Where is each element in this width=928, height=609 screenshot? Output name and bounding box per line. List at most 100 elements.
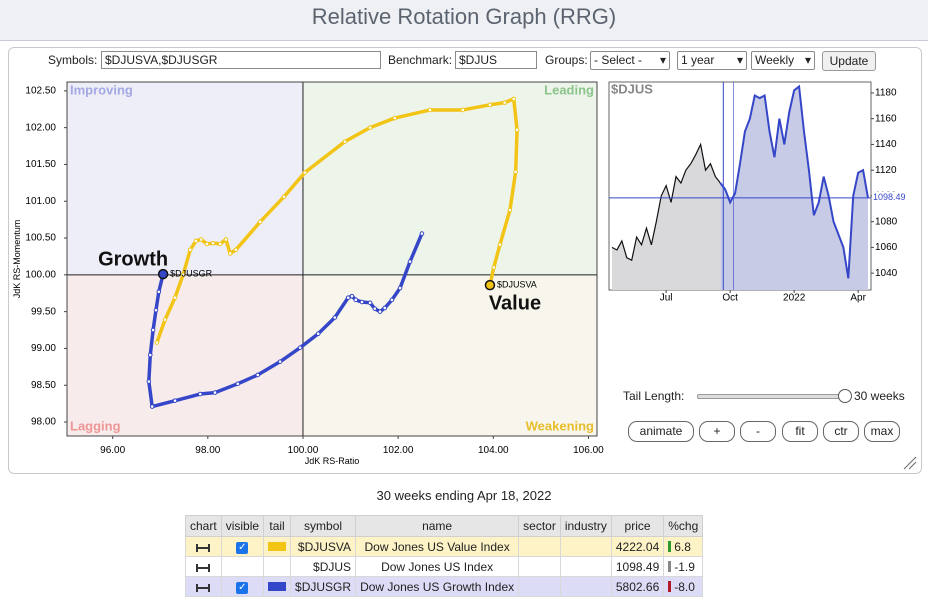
column-header: price bbox=[610, 515, 665, 537]
tail-point bbox=[233, 247, 239, 253]
tail-point bbox=[382, 305, 388, 311]
price-line bbox=[611, 142, 721, 262]
tail-line bbox=[147, 232, 424, 409]
symbol-cell: $DJUS bbox=[290, 556, 357, 577]
tail-point bbox=[514, 127, 520, 133]
tail-point bbox=[146, 379, 152, 384]
quadrant-label: Leading bbox=[544, 82, 594, 97]
tail-slider[interactable] bbox=[697, 394, 847, 399]
zoom-in-button[interactable]: + bbox=[699, 421, 735, 442]
tail-point bbox=[377, 309, 383, 314]
tail-point bbox=[353, 297, 359, 303]
fit-button[interactable]: fit bbox=[782, 421, 818, 442]
tail-head bbox=[157, 268, 169, 280]
industry-cell bbox=[559, 536, 612, 557]
industry-cell bbox=[559, 576, 612, 597]
max-button[interactable]: max bbox=[864, 421, 900, 442]
tail-point bbox=[147, 352, 153, 358]
period-select[interactable]: 1 year bbox=[677, 51, 747, 70]
tail-point bbox=[281, 194, 287, 200]
tail-point bbox=[389, 297, 395, 303]
x-axis-label: JdK RS-Ratio bbox=[305, 456, 360, 466]
quadrant bbox=[302, 274, 597, 436]
zoom-out-button[interactable]: - bbox=[740, 421, 776, 442]
name-cell: Dow Jones US Growth Index bbox=[355, 576, 520, 597]
quadrant bbox=[67, 82, 303, 275]
header-row: chart visible tail symbol name sector industry… bbox=[185, 515, 704, 537]
series-name: $DJUSVA bbox=[497, 280, 537, 290]
chg-cell: -1.9 bbox=[663, 556, 704, 577]
y-tick-label: 1120 bbox=[875, 165, 897, 176]
price-line bbox=[719, 84, 869, 279]
tail-point bbox=[491, 265, 497, 270]
x-tick-label: 100.00 bbox=[288, 445, 319, 456]
price-cell: 5802.66 bbox=[610, 576, 665, 597]
price-cell: 1098.49 bbox=[610, 556, 665, 577]
chart-icon[interactable] bbox=[196, 583, 211, 592]
tail-head bbox=[484, 279, 496, 291]
column-header: %chg bbox=[663, 515, 704, 537]
price-cell: 4222.04 bbox=[610, 536, 665, 557]
tail-point bbox=[255, 372, 261, 378]
symbol-cell: $DJUSVA bbox=[290, 536, 357, 557]
center-button[interactable]: ctr bbox=[823, 421, 859, 442]
tail-point bbox=[427, 107, 433, 113]
visible-checkbox[interactable]: ✓ bbox=[236, 542, 249, 554]
tail-point bbox=[419, 231, 425, 236]
y-tick-label: 100.00 bbox=[25, 269, 56, 280]
tail-point bbox=[156, 289, 162, 295]
symbols-input[interactable]: $DJUSVA,$DJUSGR bbox=[101, 51, 381, 69]
sector-cell bbox=[518, 536, 561, 557]
frequency-select[interactable]: Weekly bbox=[751, 51, 815, 70]
y-tick-label: 1140 bbox=[875, 139, 897, 150]
tail-point bbox=[204, 241, 210, 247]
tail-point bbox=[212, 390, 218, 395]
y-tick-label: 101.50 bbox=[25, 159, 56, 170]
series-name: $DJUSGR bbox=[170, 268, 213, 278]
y-tick-label: 1060 bbox=[875, 242, 898, 253]
groups-select[interactable]: - Select - bbox=[590, 51, 670, 70]
chart-icon[interactable] bbox=[196, 563, 211, 572]
last-value-bg bbox=[872, 191, 912, 204]
tail-cell bbox=[263, 556, 292, 577]
chg-cell: -8.0 bbox=[663, 576, 704, 597]
update-button[interactable]: Update bbox=[822, 51, 876, 71]
visible-checkbox[interactable]: ✓ bbox=[236, 582, 249, 594]
tail-point bbox=[150, 327, 156, 333]
chart-icon[interactable] bbox=[196, 543, 211, 552]
table-row: $DJUS Dow Jones US Index 1098.49 -1.9 bbox=[185, 556, 704, 577]
tail-swatch bbox=[268, 541, 287, 551]
tail-point bbox=[277, 359, 283, 364]
tail-point bbox=[372, 306, 378, 311]
x-tick-label: 96.00 bbox=[100, 445, 125, 456]
y-tick-label: 102.00 bbox=[25, 122, 56, 133]
industry-cell bbox=[559, 556, 612, 577]
tail-point bbox=[345, 295, 351, 300]
x-tick-label: 106.00 bbox=[573, 445, 604, 456]
quadrant bbox=[67, 274, 303, 436]
tail-slider-handle[interactable] bbox=[838, 389, 852, 403]
tail-point bbox=[497, 242, 503, 247]
tail-point bbox=[359, 299, 365, 305]
plot-border bbox=[66, 81, 598, 437]
last-value-label: 1098.49 bbox=[873, 192, 906, 202]
tail-point bbox=[342, 139, 348, 144]
column-header: tail bbox=[263, 515, 292, 537]
name-cell: Dow Jones US Value Index bbox=[355, 536, 520, 557]
x-tick-label: Apr bbox=[850, 293, 866, 304]
x-tick-label: 104.00 bbox=[478, 445, 509, 456]
symbol-table: chart visible tail symbol name sector industry… bbox=[185, 515, 704, 597]
animate-button[interactable]: animate bbox=[628, 421, 694, 442]
tail-point bbox=[172, 295, 178, 300]
chart-cell bbox=[185, 576, 222, 597]
sector-cell bbox=[518, 576, 561, 597]
chg-indicator bbox=[668, 560, 672, 572]
benchmark-input[interactable]: $DJUS bbox=[455, 51, 537, 69]
price-area bbox=[612, 144, 721, 290]
tail-point bbox=[392, 115, 398, 121]
tail-point bbox=[349, 293, 355, 299]
tail-point bbox=[154, 340, 160, 345]
tail-point bbox=[367, 125, 373, 130]
tail-point bbox=[193, 238, 199, 244]
series-annotation: Value bbox=[489, 292, 541, 314]
